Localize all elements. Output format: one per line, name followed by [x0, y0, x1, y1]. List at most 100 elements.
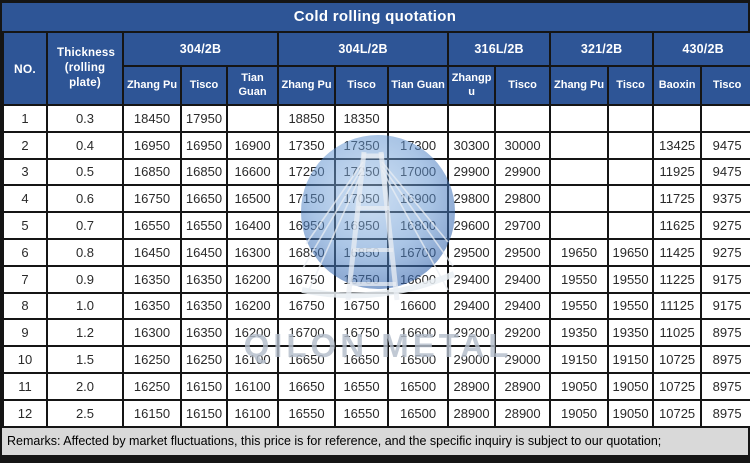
table-row: 3 0.5 16850 16850 16600 17250 17250 17000 29900 2… [2, 157, 750, 187]
price-cell [607, 184, 655, 214]
price-cell: 16650 [277, 371, 337, 401]
price-cell: 19150 [607, 345, 655, 374]
price-cell: 11025 [652, 318, 703, 348]
price-cell: 29500 [494, 237, 552, 267]
price-cell: 19350 [549, 318, 610, 348]
price-cell: 16750 [334, 318, 390, 348]
price-cell: 19050 [549, 371, 610, 401]
price-cell [549, 157, 610, 187]
price-cell: 16700 [277, 318, 337, 348]
price-cell: 29500 [447, 237, 497, 267]
no-cell: 2 [2, 130, 48, 160]
supplier-header: Baoxin [652, 65, 703, 106]
price-cell: 16650 [180, 184, 228, 214]
no-cell: 6 [2, 237, 48, 267]
price-cell: 16600 [225, 157, 280, 187]
price-cell [549, 104, 610, 133]
thickness-cell: 0.5 [46, 157, 124, 187]
price-cell: 16950 [277, 211, 337, 240]
price-cell: 16700 [387, 237, 450, 267]
no-cell: 9 [2, 318, 48, 348]
price-cell: 9475 [700, 157, 750, 187]
price-cell: 16950 [180, 130, 228, 160]
thickness-cell: 0.4 [46, 130, 124, 160]
no-column-header: NO. [2, 31, 48, 106]
price-cell: 9275 [700, 237, 750, 267]
price-cell: 16250 [180, 345, 228, 374]
no-cell: 5 [2, 211, 48, 240]
price-cell: 16600 [387, 264, 450, 294]
thickness-cell: 0.7 [46, 211, 124, 240]
price-cell: 13425 [652, 130, 703, 160]
price-cell: 16200 [225, 291, 280, 321]
thickness-cell: 0.3 [46, 104, 124, 133]
table-row: 5 0.7 16550 16550 16400 16950 16950 16800 29600 2… [2, 211, 750, 240]
price-cell: 29000 [447, 345, 497, 374]
price-cell: 10725 [652, 345, 703, 374]
thickness-column-header: Thickness (rolling plate) [46, 31, 124, 106]
price-cell: 16550 [180, 211, 228, 240]
table-row: 6 0.8 16450 16450 16300 16850 16850 16700 29500 2… [2, 237, 750, 267]
price-cell: 19650 [607, 237, 655, 267]
no-cell: 4 [2, 184, 48, 214]
price-table: NO. Thickness (rolling plate) 304/2B 304… [2, 31, 750, 428]
price-cell: 16750 [277, 291, 337, 321]
price-cell: 10725 [652, 398, 703, 428]
no-cell: 7 [2, 264, 48, 294]
price-cell: 29800 [494, 184, 552, 214]
price-cell: 16500 [387, 345, 450, 374]
group-header-304l-2b: 304L/2B [277, 31, 450, 67]
price-cell: 16900 [387, 184, 450, 214]
supplier-header: Zhang Pu [549, 65, 610, 106]
price-cell: 9175 [700, 264, 750, 294]
price-cell: 16600 [387, 291, 450, 321]
price-cell: 29400 [447, 264, 497, 294]
price-cell: 18450 [122, 104, 182, 133]
no-cell: 11 [2, 371, 48, 401]
price-cell: 8975 [700, 398, 750, 428]
price-cell: 18350 [334, 104, 390, 133]
price-cell: 17950 [180, 104, 228, 133]
price-cell: 11725 [652, 184, 703, 214]
price-cell: 17050 [334, 184, 390, 214]
group-header-316l-2b: 316L/2B [447, 31, 552, 67]
table-row: 1 0.3 18450 17950 18850 18350 [2, 104, 750, 133]
supplier-header: Tian Guan [387, 65, 450, 106]
price-cell: 29200 [494, 318, 552, 348]
price-cell: 16500 [225, 184, 280, 214]
price-cell [494, 104, 552, 133]
price-cell: 16550 [122, 211, 182, 240]
table-row: 8 1.0 16350 16350 16200 16750 16750 16600 29400 2… [2, 291, 750, 321]
supplier-header: Zhangpu [447, 65, 497, 106]
price-cell [607, 104, 655, 133]
price-cell: 16650 [277, 345, 337, 374]
price-cell: 16850 [180, 157, 228, 187]
price-cell: 30000 [494, 130, 552, 160]
price-cell: 16550 [277, 398, 337, 428]
price-cell [549, 184, 610, 214]
price-cell: 16350 [122, 264, 182, 294]
price-cell: 16250 [122, 371, 182, 401]
no-cell: 12 [2, 398, 48, 428]
price-cell: 16150 [180, 398, 228, 428]
price-cell: 19650 [549, 237, 610, 267]
supplier-header: Tisco [494, 65, 552, 106]
price-cell: 16550 [334, 398, 390, 428]
price-cell [700, 104, 750, 133]
price-cell [607, 130, 655, 160]
price-cell: 16750 [122, 184, 182, 214]
price-cell: 11925 [652, 157, 703, 187]
table-row: 4 0.6 16750 16650 16500 17150 17050 16900 29800 2… [2, 184, 750, 214]
price-cell: 16950 [334, 211, 390, 240]
price-cell: 17300 [387, 130, 450, 160]
price-cell: 8975 [700, 345, 750, 374]
thickness-cell: 1.5 [46, 345, 124, 374]
supplier-header: Tisco [180, 65, 228, 106]
supplier-header: Tisco [607, 65, 655, 106]
price-cell: 19350 [607, 318, 655, 348]
price-cell: 29400 [494, 264, 552, 294]
group-header-430-2b: 430/2B [652, 31, 750, 67]
price-cell: 19550 [607, 264, 655, 294]
price-cell: 9275 [700, 211, 750, 240]
